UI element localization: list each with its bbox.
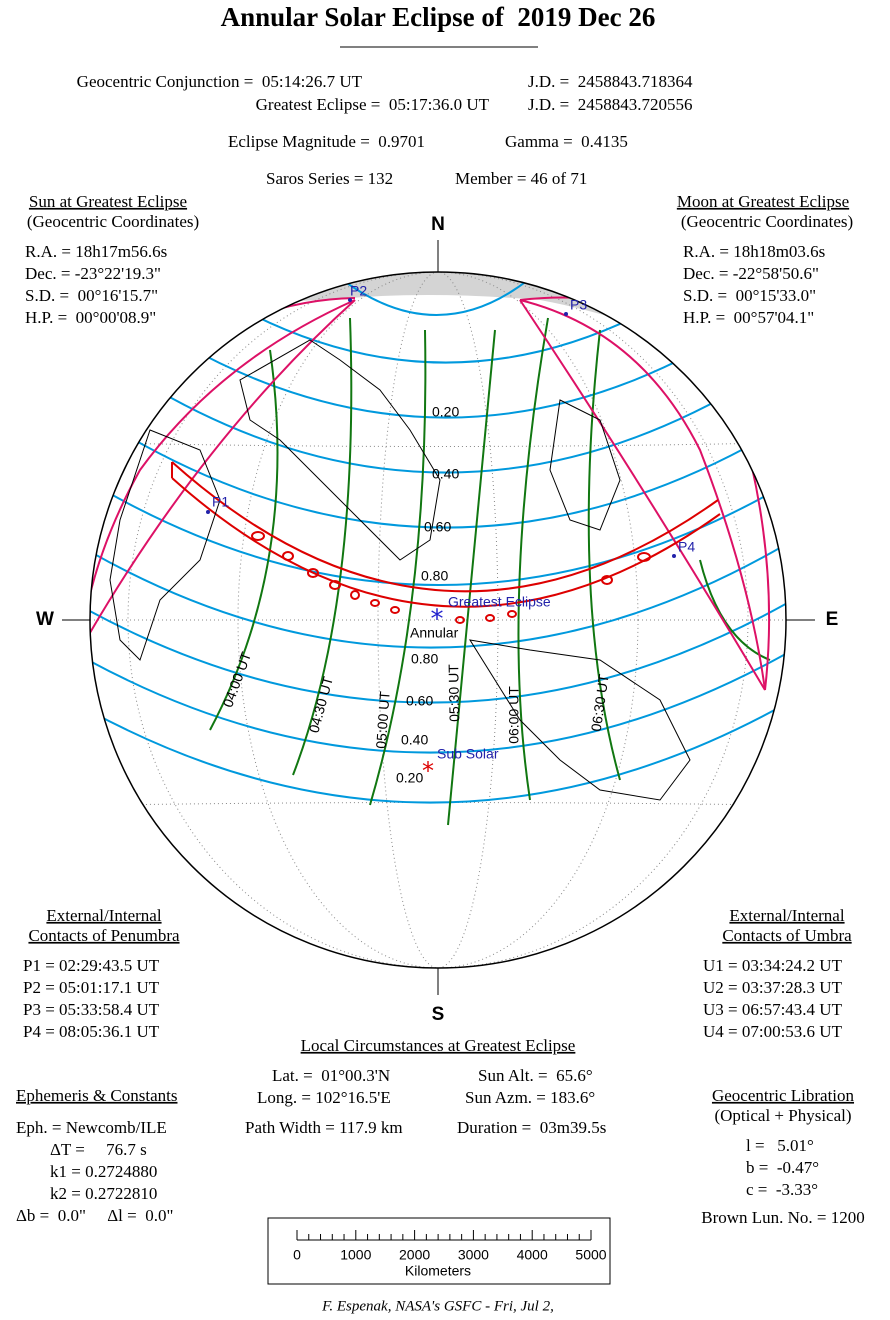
block-subtitle: (Optical + Physical): [714, 1106, 851, 1125]
time-label: 06:30 UT: [588, 673, 612, 733]
block-title: Ephemeris & Constants: [16, 1086, 177, 1105]
sun-line: H.P. = 00°00'08.9": [25, 308, 156, 327]
umbra-line: U3 = 06:57:43.4 UT: [703, 1000, 843, 1019]
footer: F. Espenak, NASA's GSFC - Fri, Jul 2,: [321, 1298, 554, 1314]
scale-tick-label: 4000: [517, 1247, 548, 1263]
scale-tick-label: 5000: [575, 1247, 606, 1263]
moon-line: R.A. = 18h18m03.6s: [683, 242, 825, 261]
shadow-ellipses: [251, 531, 651, 624]
ephemeris-line: ΔT = 76.7 s: [50, 1140, 147, 1159]
penumbra-line: P2 = 05:01:17.1 UT: [23, 978, 160, 997]
ephemeris-line: k2 = 0.2722810: [50, 1184, 157, 1203]
scale-tick-label: 3000: [458, 1247, 489, 1263]
magnitude-label: 0.20: [432, 404, 459, 420]
compass-label: E: [826, 609, 839, 630]
ephemeris-line: k1 = 0.2724880: [50, 1162, 157, 1181]
block-title: Moon at Greatest Eclipse: [677, 192, 849, 211]
scale-tick-label: 1000: [340, 1247, 371, 1263]
scale-box: [267, 1217, 611, 1285]
penumbra-line: P3 = 05:33:58.4 UT: [23, 1000, 160, 1019]
libration-line: b = -0.47°: [746, 1158, 819, 1177]
info: Member = 46 of 71: [455, 169, 587, 188]
info: Saros Series = 132: [266, 169, 393, 188]
umbra-line: U1 = 03:34:24.2 UT: [703, 956, 843, 975]
scale-tick-label: 2000: [399, 1247, 430, 1263]
ephemeris-line: Eph. = Newcomb/ILE: [16, 1118, 167, 1137]
libration-line: c = -3.33°: [746, 1180, 818, 1199]
penumbra-line: P1 = 02:29:43.5 UT: [23, 956, 160, 975]
compass-label: W: [36, 609, 54, 630]
magnitude-label: 0.60: [406, 693, 433, 709]
local-line: Path Width = 117.9 km: [245, 1118, 403, 1137]
local-line: Duration = 03m39.5s: [457, 1118, 606, 1137]
magnitude-label: 0.40: [432, 466, 459, 482]
block-title: Geocentric Libration: [712, 1086, 855, 1105]
sub-solar-label: Sub Solar: [437, 746, 499, 762]
penumbra-line: P4 = 08:05:36.1 UT: [23, 1022, 160, 1041]
block-subtitle: (Geocentric Coordinates): [27, 212, 199, 231]
brown-lunation: Brown Lun. No. = 1200: [701, 1208, 865, 1227]
compass-label: N: [431, 214, 445, 235]
ephemeris-line: Δb = 0.0" Δl = 0.0": [16, 1206, 173, 1225]
sun-line: Dec. = -23°22'19.3": [25, 264, 161, 283]
block-subtitle: Contacts of Umbra: [722, 926, 852, 945]
block-subtitle: (Geocentric Coordinates): [681, 212, 853, 231]
block-title: Sun at Greatest Eclipse: [29, 192, 187, 211]
umbra-line: U2 = 03:37:28.3 UT: [703, 978, 843, 997]
scale-label: Kilometers: [405, 1263, 471, 1279]
libration-line: l = 5.01°: [746, 1136, 814, 1155]
info: Gamma = 0.4135: [505, 132, 628, 151]
info: Eclipse Magnitude = 0.9701: [228, 132, 425, 151]
graticule: [90, 272, 786, 968]
time-labels: 04:00 UT 04:30 UT 05:00 UT 05:30 UT 06:0…: [219, 649, 611, 749]
local-line: Sun Alt. = 65.6°: [478, 1066, 593, 1085]
contact-label: P3: [570, 297, 587, 313]
scale-tick-label: 0: [293, 1247, 301, 1263]
scale-bar: Kilometers 0 1000 2000 3000 4000 5000: [267, 1217, 611, 1285]
magnitude-label: 0.20: [396, 770, 423, 786]
magnitude-labels: 0.20 0.40 0.60 0.80 0.80 0.60 0.40 0.20: [396, 404, 459, 786]
greatest-marker: *: [431, 605, 444, 635]
time-label: 06:00 UT: [506, 686, 522, 744]
compass-label: S: [432, 1004, 445, 1025]
sub-solar-marker: *: [422, 757, 434, 785]
magnitude-label: 0.60: [424, 519, 451, 535]
info: J.D. = 2458843.720556: [528, 95, 692, 114]
central-path: [171, 461, 721, 608]
info: J.D. = 2458843.718364: [528, 72, 693, 91]
info: Greatest Eclipse = 05:17:36.0 UT: [256, 95, 490, 114]
block-title: External/Internal: [46, 906, 161, 925]
annular-label: Annular: [410, 625, 459, 641]
coastlines: [109, 339, 691, 801]
magnitude-label: 0.40: [401, 732, 428, 748]
sun-line: S.D. = 00°16'15.7": [25, 286, 158, 305]
contact-label: P1: [212, 494, 229, 510]
local-line: Sun Azm. = 183.6°: [465, 1088, 595, 1107]
sun-line: R.A. = 18h17m56.6s: [25, 242, 167, 261]
block-title: Local Circumstances at Greatest Eclipse: [301, 1036, 576, 1055]
local-line: Lat. = 01°00.3'N: [272, 1066, 390, 1085]
contact-label: P4: [678, 539, 695, 555]
contact-points: [206, 298, 676, 558]
title: Annular Solar Eclipse of 2019 Dec 26: [221, 2, 656, 32]
block-title: External/Internal: [729, 906, 844, 925]
local-line: Long. = 102°16.5'E: [257, 1088, 391, 1107]
umbra-line: U4 = 07:00:53.6 UT: [703, 1022, 843, 1041]
time-label: 05:30 UT: [445, 664, 462, 722]
moon-line: S.D. = 00°15'33.0": [683, 286, 816, 305]
moon-line: Dec. = -22°58'50.6": [683, 264, 819, 283]
greatest-label: Greatest Eclipse: [448, 594, 551, 610]
block-subtitle: Contacts of Penumbra: [28, 926, 180, 945]
time-label: 05:00 UT: [373, 690, 393, 749]
info: Geocentric Conjunction = 05:14:26.7 UT: [77, 72, 363, 91]
moon-line: H.P. = 00°57'04.1": [683, 308, 814, 327]
contact-label: P2: [350, 283, 367, 299]
magnitude-label: 0.80: [421, 568, 448, 584]
magnitude-label: 0.80: [411, 651, 438, 667]
